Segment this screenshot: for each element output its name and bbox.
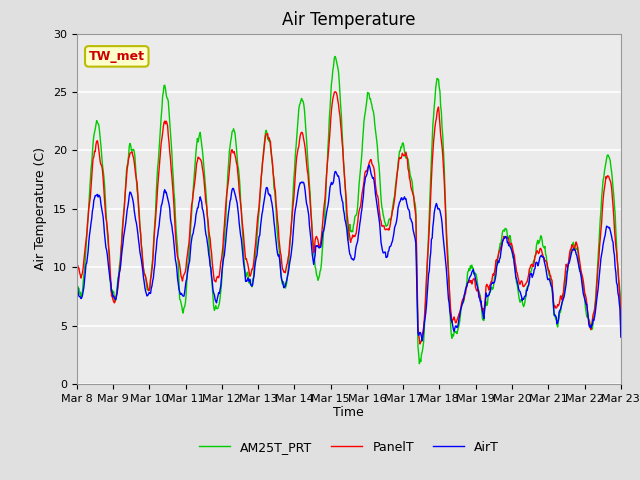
Line: AirT: AirT: [77, 165, 621, 341]
AM25T_PRT: [73, 318, 81, 324]
AirT: [137, 253, 145, 259]
PanelT: [137, 231, 145, 237]
AM25T_PRT: [331, 54, 339, 60]
AM25T_PRT: [284, 267, 292, 273]
PanelT: [237, 203, 244, 209]
PanelT: [73, 300, 81, 306]
AirT: [617, 334, 625, 340]
PanelT: [406, 175, 413, 181]
PanelT: [331, 89, 339, 95]
AM25T_PRT: [617, 323, 625, 328]
AM25T_PRT: [264, 136, 271, 142]
AM25T_PRT: [437, 103, 445, 109]
Text: TW_met: TW_met: [89, 50, 145, 63]
Title: Air Temperature: Air Temperature: [282, 11, 415, 29]
PanelT: [264, 131, 271, 136]
PanelT: [437, 132, 445, 138]
AM25T_PRT: [415, 361, 423, 367]
AirT: [406, 209, 413, 215]
PanelT: [284, 255, 292, 261]
AirT: [264, 186, 271, 192]
Legend: AM25T_PRT, PanelT, AirT: AM25T_PRT, PanelT, AirT: [194, 436, 504, 459]
AM25T_PRT: [237, 198, 244, 204]
Y-axis label: Air Temperature (C): Air Temperature (C): [35, 147, 47, 270]
AM25T_PRT: [137, 231, 145, 237]
AirT: [419, 338, 426, 344]
AirT: [284, 270, 292, 276]
PanelT: [416, 341, 424, 347]
AirT: [365, 162, 373, 168]
AirT: [73, 315, 81, 321]
Line: PanelT: PanelT: [77, 92, 621, 344]
Line: AM25T_PRT: AM25T_PRT: [77, 57, 621, 364]
AM25T_PRT: [406, 166, 413, 172]
X-axis label: Time: Time: [333, 407, 364, 420]
AirT: [437, 211, 445, 217]
AirT: [237, 233, 244, 239]
PanelT: [617, 326, 625, 332]
